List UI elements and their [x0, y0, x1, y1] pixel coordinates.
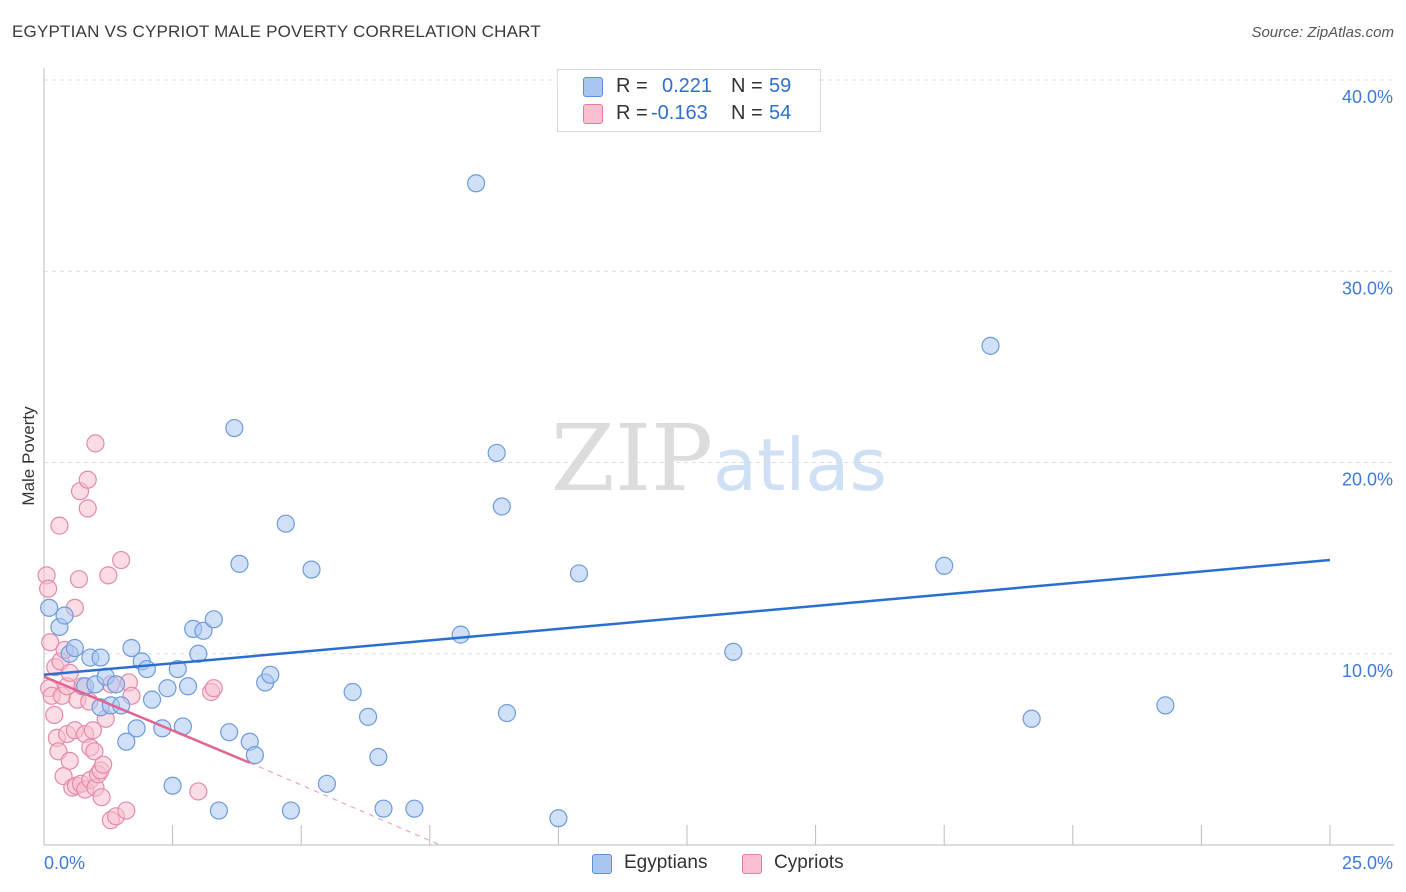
egyptians-point [168, 659, 187, 679]
egyptians-point [117, 732, 136, 751]
egyptians-point [55, 606, 74, 625]
egyptians-point [487, 443, 506, 463]
tick-labels: 10.0% 20.0% 30.0% 40.0% 0.0% 25.0% [44, 87, 1393, 873]
egyptians-point [302, 560, 321, 579]
egyptians-point [40, 598, 59, 617]
egyptians-point [358, 707, 378, 726]
y-axis-label: Male Poverty [19, 406, 38, 506]
egyptians-point [122, 638, 141, 658]
cypriots-point [117, 801, 136, 820]
egyptians-point [451, 625, 470, 644]
egyptians-point [261, 665, 280, 684]
cypriots-point [50, 516, 69, 535]
cypriots-point [83, 721, 102, 740]
egyptians-point [220, 723, 239, 742]
r-value: 0.221 [662, 75, 713, 97]
cypriots-point [78, 499, 97, 518]
n-value: 59 [769, 75, 792, 97]
egyptians-point [981, 336, 1000, 355]
egyptians-point [405, 799, 424, 818]
egyptians-point [569, 564, 589, 583]
r-label: R = [616, 102, 648, 124]
cypriots-point [189, 782, 208, 801]
egyptians-swatch [592, 854, 612, 874]
cypriots-point [41, 633, 60, 652]
egyptians-point [225, 418, 244, 438]
y-tick-label: 40.0% [1342, 87, 1393, 107]
egyptians-point [209, 801, 228, 820]
egyptians-point [281, 801, 301, 820]
egyptians-point [935, 556, 954, 575]
cypriots-point [99, 566, 118, 585]
x-tick-label: 0.0% [44, 853, 85, 873]
egyptians-point [178, 677, 198, 696]
watermark-zip: ZIP [551, 405, 713, 512]
egyptians-point [492, 497, 511, 516]
n-label: N = [731, 75, 763, 97]
chart-title: EGYPTIAN VS CYPRIOT MALE POVERTY CORRELA… [12, 22, 541, 41]
n-label: N = [731, 102, 763, 124]
y-tick-label: 10.0% [1342, 661, 1393, 681]
egyptians-trend-line [43, 558, 1331, 677]
egyptians-point [374, 799, 393, 818]
egyptians-point [317, 774, 337, 793]
egyptians-points [40, 174, 1175, 828]
r-label: R = [616, 75, 648, 97]
x-tick-label: 25.0% [1342, 853, 1393, 873]
cypriots-point [92, 788, 111, 807]
cypriots-point [45, 705, 64, 725]
egyptians-point [194, 621, 213, 640]
egyptians-point [369, 747, 388, 767]
egyptians-point [497, 703, 517, 723]
cypriots-trend-extension [249, 762, 441, 846]
egyptians-point [91, 648, 110, 667]
egyptians-point [106, 675, 126, 694]
cypriots-point [204, 679, 223, 698]
y-tick-label: 30.0% [1342, 278, 1393, 298]
trend-lines [43, 558, 1331, 846]
egyptians-point [724, 642, 743, 661]
watermark-atlas: atlas [713, 423, 887, 507]
egyptians-point [137, 659, 156, 679]
cypriots-trend-line [43, 675, 251, 764]
y-tick-label: 20.0% [1342, 470, 1393, 490]
egyptians-point [1156, 696, 1175, 715]
cypriots-points [37, 434, 223, 830]
n-value: 54 [769, 102, 792, 124]
correlation-legend: R = 0.221 N = 59 R = -0.163 N = 54 [557, 69, 821, 132]
cypriots-point [112, 550, 131, 570]
cypriots-point [69, 570, 89, 589]
egyptians-point [204, 610, 223, 629]
cypriots-point [78, 470, 97, 489]
egyptians-point [1022, 709, 1041, 728]
egyptians-swatch [583, 77, 603, 97]
egyptians-point [230, 554, 249, 573]
egyptians-point [142, 690, 162, 709]
egyptians-point [163, 776, 182, 795]
egyptians-point [549, 809, 568, 828]
cypriots-point [86, 434, 105, 453]
cypriots-point [60, 751, 79, 770]
egyptians-point [245, 746, 265, 765]
cypriots-point [39, 579, 58, 598]
axes [43, 68, 1394, 846]
r-value: -0.163 [651, 102, 708, 124]
egyptians-point [466, 174, 486, 193]
legend-label: Egyptians [624, 852, 708, 873]
egyptians-point [343, 682, 362, 702]
cypriots-point [85, 742, 104, 761]
egyptians-point [65, 638, 84, 658]
watermark: ZIP atlas [551, 405, 887, 512]
cypriots-swatch [583, 104, 603, 124]
egyptians-point [127, 719, 146, 738]
cypriots-point [94, 755, 113, 774]
legend-label: Cypriots [774, 852, 844, 873]
egyptians-point [276, 514, 295, 533]
cypriots-swatch [742, 854, 762, 874]
egyptians-point [158, 679, 177, 698]
source-credit: Source: ZipAtlas.com [1251, 24, 1394, 41]
